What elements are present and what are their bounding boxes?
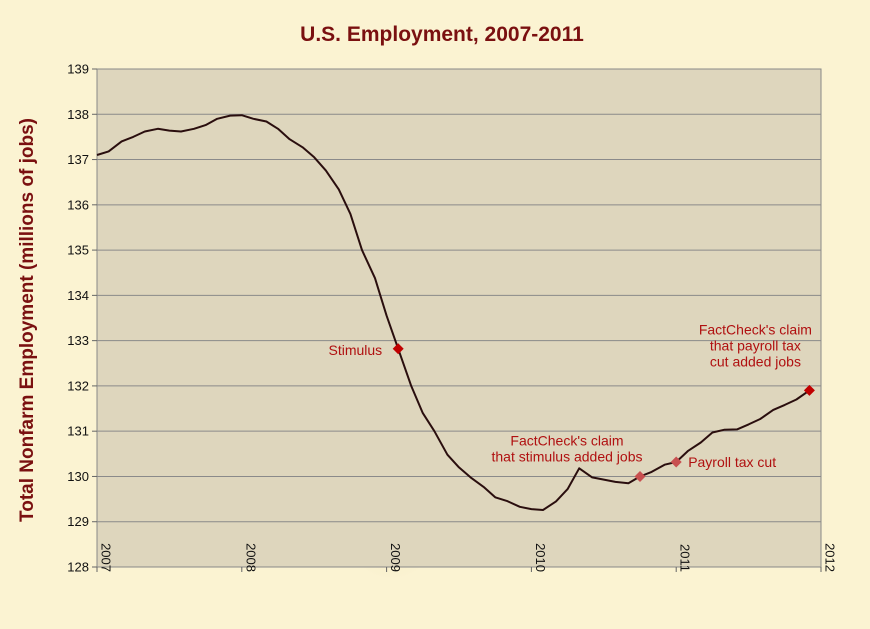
y-tick-label: 135: [67, 243, 89, 258]
annotation-label: FactCheck's claim: [699, 321, 812, 337]
annotation-label: that stimulus added jobs: [492, 448, 643, 464]
y-tick-label: 130: [67, 469, 89, 484]
annotation-marker: [392, 343, 404, 355]
y-axis-label: Total Nonfarm Employment (millions of jo…: [17, 118, 38, 522]
y-tick-label: 136: [67, 197, 89, 212]
y-tick-label: 139: [67, 62, 89, 77]
annotation-label: cut added jobs: [710, 353, 801, 369]
y-tick-label: 133: [67, 333, 89, 348]
series-group: [96, 114, 810, 511]
annotation-label: FactCheck's claim: [510, 432, 623, 448]
y-tick-label: 137: [67, 152, 89, 167]
y-tick-label: 128: [67, 560, 89, 575]
chart-title: U.S. Employment, 2007-2011: [300, 23, 584, 46]
y-tick-labels: 128 129 130 131 132 133 134 135 136 137 138 139: [67, 62, 89, 575]
annotation-label: that payroll tax: [710, 337, 801, 353]
y-tick-label: 131: [67, 424, 89, 439]
y-tick-label: 138: [67, 107, 89, 122]
x-tick-label: 2012: [823, 543, 838, 572]
y-tick-label: 134: [67, 288, 89, 303]
y-tick-label: 132: [67, 378, 89, 393]
x-tick-label: 2010: [533, 543, 548, 572]
plot-area: [96, 68, 822, 568]
x-tick-label: 2008: [243, 543, 258, 572]
x-tick-labels: 2007 2008 2009 2010 2011 2012: [99, 543, 838, 572]
x-tick-label: 2007: [99, 543, 114, 572]
annotation-marker: [670, 456, 682, 468]
annotation-label: Stimulus: [328, 342, 382, 358]
annotation-label: Payroll tax cut: [688, 454, 776, 470]
gridlines: [92, 68, 822, 572]
annotation-marker: [634, 470, 646, 482]
annotation-marker: [803, 384, 815, 396]
x-tick-label: 2011: [678, 544, 693, 572]
x-tick-label: 2009: [388, 543, 403, 572]
y-tick-label: 129: [67, 514, 89, 529]
employment-line: [96, 114, 810, 511]
